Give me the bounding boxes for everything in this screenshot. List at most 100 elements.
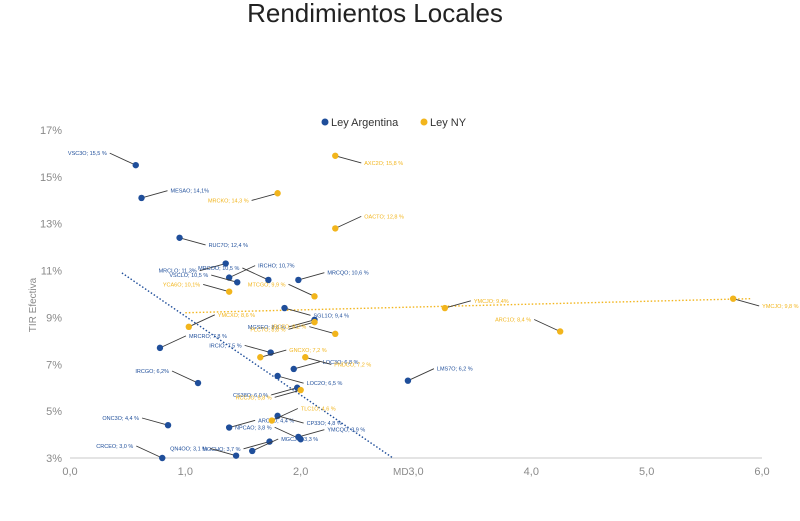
data-label-ley-argentina: QN4OO; 3,1 % bbox=[170, 446, 207, 452]
data-label-ley-argentina: MRCRO; 7,8 % bbox=[189, 334, 227, 340]
data-label-ley-argentina: MRCOO; 10,5 % bbox=[198, 266, 239, 272]
data-label-ley-argentina: MRCLO; 11,3% bbox=[159, 269, 197, 275]
y-tick-label: 5% bbox=[46, 406, 62, 418]
x-axis-label: MD bbox=[393, 467, 409, 478]
data-point-ley-argentina bbox=[295, 276, 302, 284]
data-label-ley-argentina: CS38O; 6,0 % bbox=[233, 393, 268, 399]
data-label-ley-ny: GNCXO; 7,2 % bbox=[289, 348, 326, 354]
data-label-ley-argentina: LOC3O; 6,8 % bbox=[323, 360, 359, 366]
data-label-ley-argentina: SGL1O; 9,4 % bbox=[314, 313, 350, 319]
data-point-ley-ny bbox=[302, 354, 309, 361]
leader-line-ley-argentina bbox=[109, 152, 136, 166]
data-label-ley-ny: PLC7O; 8,8 % bbox=[250, 327, 285, 333]
leader-line-ley-argentina bbox=[211, 274, 238, 283]
leader-line-ley-argentina bbox=[293, 361, 320, 370]
x-tick-label: 2,0 bbox=[293, 466, 308, 478]
data-point-ley-argentina bbox=[266, 438, 273, 445]
data-point-ley-ny bbox=[729, 295, 737, 302]
data-label-ley-argentina: MGCHO; 3,7 % bbox=[202, 447, 240, 453]
data-point-ley-ny bbox=[332, 330, 339, 338]
data-label-ley-ny: YMCXO; 8,6 % bbox=[218, 313, 255, 319]
leader-line-ley-ny bbox=[271, 408, 299, 421]
legend-label-ley-argentina: Ley Argentina bbox=[331, 117, 399, 129]
data-label-ley-argentina: NPCAO; 3,8 % bbox=[235, 425, 272, 431]
data-label-ley-ny: YMCJO; 9,8 % bbox=[762, 304, 798, 310]
x-tick-label: 1,0 bbox=[178, 466, 193, 478]
y-tick-label: 7% bbox=[46, 359, 62, 371]
data-point-ley-ny bbox=[185, 323, 192, 330]
trendline-ley-ny bbox=[185, 297, 751, 314]
leader-line-ley-argentina bbox=[171, 370, 199, 384]
data-point-ley-argentina bbox=[132, 161, 139, 169]
leader-line-ley-argentina bbox=[288, 319, 315, 328]
data-label-ley-argentina: LOC2O; 6,5 % bbox=[307, 381, 343, 387]
data-point-ley-argentina bbox=[194, 379, 202, 387]
y-tick-label: 15% bbox=[40, 172, 62, 184]
leader-line-ley-argentina bbox=[228, 265, 256, 279]
data-label-ley-argentina: MGSEO; 8,8 % bbox=[248, 325, 286, 331]
leader-line-ley-ny bbox=[288, 283, 315, 297]
data-label-ley-ny: IRCFO; 8,2 % bbox=[272, 325, 306, 331]
data-label-ley-argentina: ARC1O; 4,4 % bbox=[258, 418, 294, 424]
data-label-ley-ny: AXC2O; 15,8 % bbox=[364, 161, 403, 167]
data-label-ley-argentina: VSCLO; 10,5 % bbox=[169, 273, 208, 279]
leader-line-ley-argentina bbox=[199, 263, 226, 272]
leader-line-ley-ny bbox=[309, 326, 336, 335]
leader-line-ley-argentina bbox=[242, 267, 269, 281]
x-tick-label: 3,0 bbox=[408, 466, 423, 478]
leader-line-ley-argentina bbox=[141, 417, 169, 426]
data-label-ley-argentina: IRCHO; 10,7% bbox=[258, 264, 294, 270]
y-tick-label: 17% bbox=[40, 125, 62, 137]
data-point-ley-argentina bbox=[281, 304, 288, 312]
data-label-ley-ny: ARC1O; 8,4 % bbox=[495, 317, 531, 323]
data-label-ley-argentina: IRCGO; 6,2% bbox=[135, 369, 169, 375]
leader-line-ley-argentina bbox=[209, 448, 237, 457]
leader-line-ley-argentina bbox=[298, 429, 325, 438]
leader-line-ley-argentina bbox=[141, 190, 168, 199]
leader-line-ley-argentina bbox=[179, 237, 206, 246]
data-label-ley-argentina: MRCQO; 10,6 % bbox=[327, 271, 368, 277]
leader-line-ley-ny bbox=[444, 300, 471, 309]
y-tick-label: 9% bbox=[46, 312, 62, 324]
data-point-ley-argentina bbox=[274, 372, 281, 380]
legend-marker-ley-argentina bbox=[321, 118, 329, 126]
data-label-ley-argentina: RUC7O; 12,4 % bbox=[209, 243, 249, 249]
data-point-ley-ny bbox=[225, 288, 233, 295]
leader-line-ley-ny bbox=[335, 155, 362, 164]
x-tick-label: 5,0 bbox=[639, 466, 654, 478]
data-point-ley-argentina bbox=[225, 424, 233, 431]
data-point-ley-ny bbox=[441, 304, 449, 312]
data-point-ley-argentina bbox=[176, 234, 183, 241]
data-point-ley-argentina bbox=[159, 454, 166, 462]
data-point-ley-argentina bbox=[222, 260, 229, 267]
data-label-ley-argentina: VSC3O; 15,5 % bbox=[68, 151, 107, 157]
data-label-ley-argentina: YMCQO; 3,9 % bbox=[327, 428, 365, 434]
leader-line-ley-ny bbox=[335, 215, 362, 229]
leader-line-ley-argentina bbox=[159, 335, 187, 349]
data-label-ley-ny: MRCKO; 14,3 % bbox=[208, 198, 249, 204]
y-tick-label: 3% bbox=[46, 453, 62, 465]
leader-line-ley-argentina bbox=[284, 307, 311, 316]
x-tick-label: 4,0 bbox=[524, 466, 539, 478]
x-tick-label: 0,0 bbox=[62, 466, 77, 478]
data-point-ley-argentina bbox=[295, 433, 302, 441]
y-axis-label: TIR Efectiva bbox=[28, 277, 39, 332]
leader-line-ley-ny bbox=[251, 192, 278, 201]
leader-line-ley-ny bbox=[203, 284, 230, 293]
leader-line-ley-ny bbox=[533, 319, 561, 332]
data-label-ley-argentina: IRCIO; 7,5 % bbox=[209, 343, 242, 349]
data-label-ley-ny: PNDCO; 7,2 % bbox=[334, 362, 371, 368]
data-point-ley-argentina bbox=[156, 344, 164, 352]
leader-line-ley-argentina bbox=[252, 438, 279, 452]
leader-line-ley-argentina bbox=[271, 387, 298, 396]
data-point-ley-argentina bbox=[249, 447, 256, 455]
leader-line-ley-argentina bbox=[229, 419, 256, 428]
data-point-ley-argentina bbox=[232, 452, 240, 459]
leader-line-ley-ny bbox=[260, 349, 287, 358]
data-label-ley-argentina: LMS7O; 6,2 % bbox=[437, 367, 473, 373]
legend: Ley Argentina Ley NY bbox=[321, 117, 467, 129]
data-point-ley-argentina bbox=[164, 422, 172, 429]
data-point-ley-ny bbox=[332, 225, 339, 232]
data-label-ley-ny: MTCGO; 9,9 % bbox=[248, 282, 286, 288]
